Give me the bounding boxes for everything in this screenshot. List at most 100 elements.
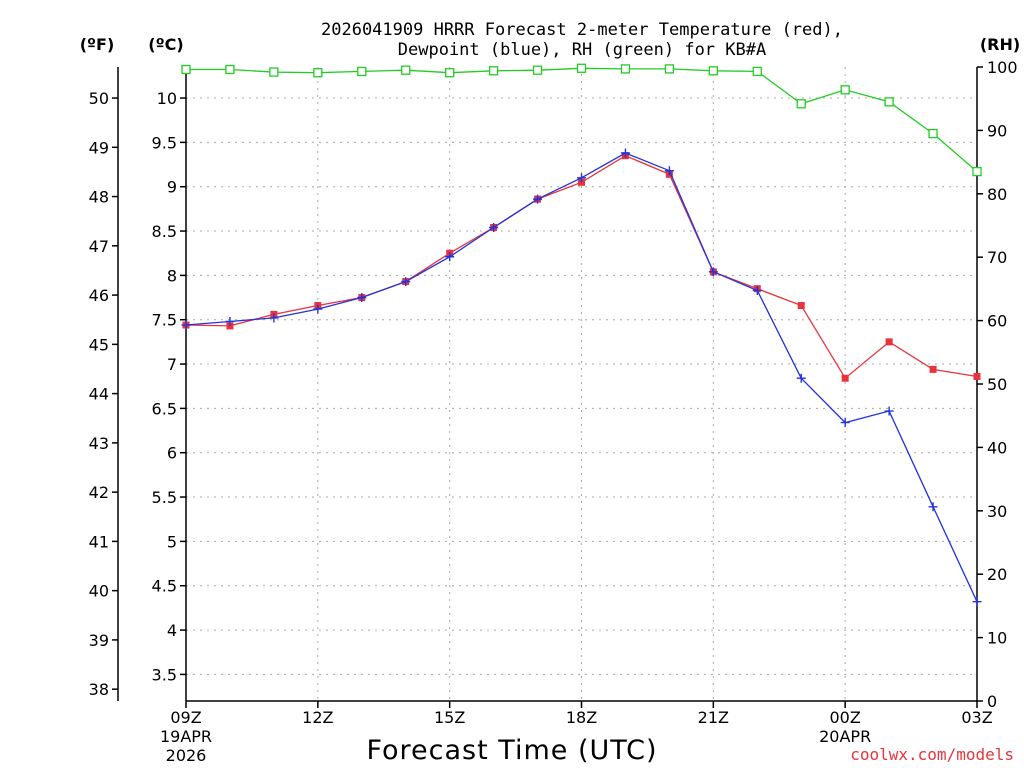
source-credit: coolwx.com/models [850, 745, 1014, 764]
dewpoint-point [489, 222, 499, 232]
rh-tick-label: 20 [987, 565, 1007, 584]
dewpoint-point [884, 406, 894, 416]
rh-point [796, 99, 806, 109]
rh-point [269, 67, 279, 77]
x-axis-label: Forecast Time (UTC) [366, 735, 657, 766]
rh-tick-label: 50 [987, 375, 1007, 394]
rh-tick-label: 60 [987, 312, 1007, 331]
rh-point [488, 66, 499, 76]
fahrenheit-tick-label: 45 [89, 335, 109, 354]
rh-point [664, 64, 675, 74]
rh-point [884, 97, 894, 107]
celsius-unit-label: (ºC) [148, 35, 183, 54]
celsius-tick-label: 8.5 [152, 222, 177, 241]
rh-point [532, 65, 543, 75]
dewpoint-point [664, 166, 674, 176]
celsius-tick-label: 4.5 [152, 577, 177, 596]
celsius-tick-label: 7.5 [152, 311, 177, 330]
x-tick-label: 03Z [961, 708, 992, 727]
dewpoint-point [181, 320, 191, 330]
dewpoint-point [840, 418, 850, 428]
celsius-tick-label: 5 [167, 532, 177, 551]
fahrenheit-tick-label: 42 [89, 483, 109, 502]
dewpoint-point [928, 502, 938, 512]
temperature-point [885, 338, 893, 346]
temperature-line [185, 154, 978, 380]
rh-point [840, 85, 850, 95]
fahrenheit-tick-label: 40 [89, 582, 109, 601]
data-series [181, 63, 982, 607]
dewpoint-point [708, 267, 718, 277]
celsius-tick-label: 4 [167, 621, 177, 640]
x-tick-label: 21Z [698, 708, 729, 727]
temperature-point [929, 365, 937, 373]
dewpoint-point [269, 313, 279, 323]
rh-tick-label: 10 [987, 629, 1007, 648]
celsius-tick-label: 9 [167, 178, 177, 197]
fahrenheit-tick-label: 41 [89, 532, 109, 551]
x-tick-label: 12Z [302, 708, 333, 727]
rh-point [752, 66, 762, 77]
rh-unit-label: (RH) [980, 35, 1020, 54]
rh-point [708, 66, 718, 76]
dewpoint-point [796, 373, 806, 383]
temperature-point [797, 302, 805, 310]
rh-tick-label: 40 [987, 438, 1007, 457]
dewpoint-point [620, 148, 630, 158]
rh-point [357, 66, 367, 77]
celsius-tick-label: 6 [167, 444, 177, 463]
x-tick-date-label: 20APR [819, 727, 871, 746]
dewpoint-series [181, 148, 982, 607]
celsius-tick-label: 5.5 [152, 488, 177, 507]
x-tick-year-label: 2026 [166, 746, 207, 765]
rh-point [401, 65, 411, 75]
dewpoint-point [577, 173, 586, 183]
x-tick-label: 15Z [434, 708, 465, 727]
dewpoint-point [401, 277, 411, 287]
fahrenheit-tick-label: 44 [89, 385, 109, 404]
fahrenheit-tick-label: 48 [89, 188, 109, 207]
celsius-tick-label: 6.5 [152, 399, 177, 418]
rh-point [181, 64, 191, 75]
rh-tick-labels: 0 10 20 30 40 50 60 70 80 90 100 [987, 58, 1018, 711]
dewpoint-point [972, 597, 982, 607]
temperature-point [973, 372, 981, 380]
rh-point [225, 64, 235, 75]
rh-series [181, 63, 982, 177]
rh-line [186, 67, 978, 173]
x-tick-label: 09Z [170, 708, 201, 727]
axes [112, 66, 983, 708]
rh-tick-label: 70 [987, 248, 1007, 267]
dewpoint-line [185, 152, 978, 602]
fahrenheit-tick-labels: 38 39 40 41 42 43 44 45 46 47 48 49 50 [89, 89, 109, 699]
fahrenheit-tick-label: 38 [89, 680, 109, 699]
rh-point [313, 68, 323, 78]
x-tick-label: 00Z [830, 708, 861, 727]
celsius-tick-label: 10 [157, 89, 177, 108]
rh-point [445, 68, 455, 78]
rh-tick-label: 30 [987, 502, 1007, 521]
x-tick-label: 18Z [566, 708, 597, 727]
fahrenheit-unit-label: (ºF) [80, 35, 115, 54]
dewpoint-point [225, 316, 235, 326]
gridlines [186, 67, 977, 701]
fahrenheit-tick-label: 47 [89, 237, 109, 256]
chart-title-line-1: 2026041909 HRRR Forecast 2-meter Tempera… [321, 20, 843, 40]
fahrenheit-tick-label: 46 [89, 286, 109, 305]
dewpoint-point [357, 293, 367, 303]
rh-point [620, 64, 631, 74]
celsius-tick-labels: 3.5 4 4.5 5 5.5 6 6.5 7 7.5 8 8.5 9 9.5 10 [152, 89, 177, 684]
fahrenheit-tick-label: 49 [89, 138, 109, 157]
dewpoint-point [533, 194, 543, 204]
dewpoint-point [445, 252, 455, 262]
x-tick-date-label: 19APR [160, 727, 212, 746]
celsius-tick-label: 7 [167, 355, 177, 374]
chart-title-line-2: Dewpoint (blue), RH (green) for KB#A [398, 40, 766, 60]
rh-tick-label: 90 [987, 121, 1007, 140]
rh-tick-label: 100 [987, 58, 1018, 77]
dewpoint-point [752, 285, 762, 295]
fahrenheit-tick-label: 50 [89, 89, 109, 108]
celsius-tick-label: 3.5 [152, 665, 177, 684]
